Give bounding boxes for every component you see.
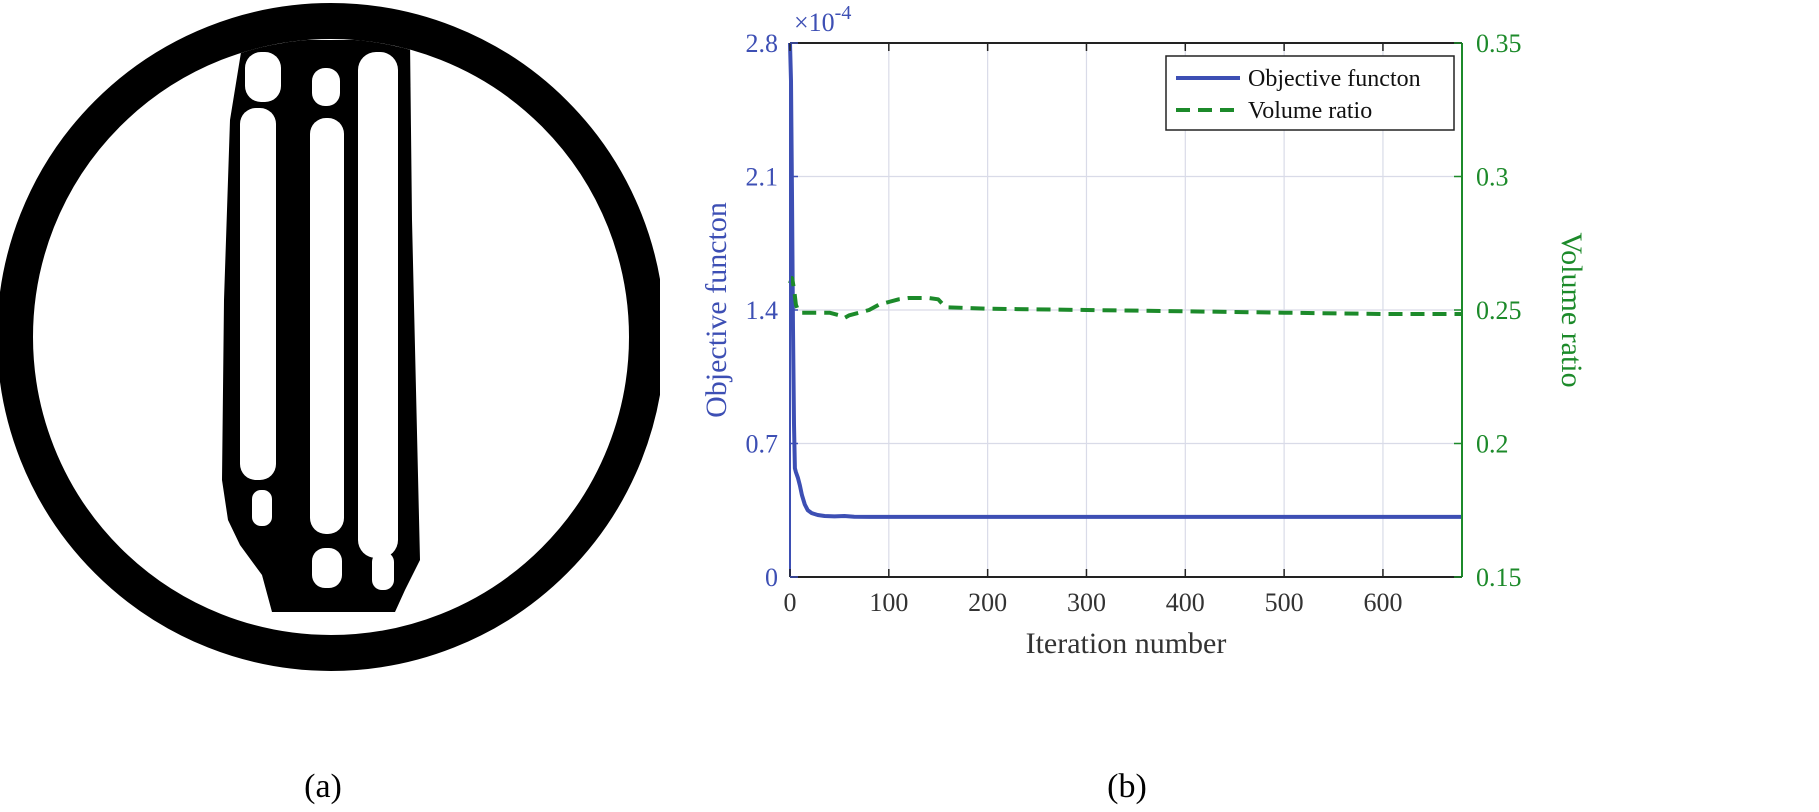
legend-label: Volume ratio [1248,98,1372,124]
hole [312,68,340,106]
x-tick-label: 300 [1067,588,1106,617]
hole [252,490,272,526]
legend: Objective functon Volume ratio [1165,55,1455,131]
hole [312,548,342,588]
axes: 0 100 200 300 400 500 600 0 0.7 1.4 2.1 2.8 0.15 0.2 0… [746,29,1522,617]
y-left-tick-label: 2.8 [746,29,779,58]
topology-figure [0,3,660,671]
x-tick-label: 100 [869,588,908,617]
y-right-tick-label: 0.25 [1476,296,1522,325]
y-left-axis-title: Objective functon [700,202,733,418]
y-left-tick-label: 0.7 [746,430,779,459]
hole [358,52,398,558]
y-left-tick-label: 0 [765,563,778,592]
y-right-tick-label: 0.2 [1476,430,1509,459]
y-right-tick-label: 0.15 [1476,563,1522,592]
x-axis-title: Iteration number [1026,627,1227,660]
y-left-tick-label: 2.1 [746,163,779,192]
x-tick-label: 400 [1166,588,1205,617]
outer-ring [0,3,660,671]
hole [372,552,394,590]
series-line-volume-ratio [788,276,1462,320]
exponent-label: ×10-4 [794,2,851,37]
hole [240,108,276,480]
y-right-tick-label: 0.35 [1476,29,1522,58]
series-line-objective-function [788,42,1462,519]
caption-a: (a) [304,768,342,805]
caption-b: (b) [1107,768,1147,805]
y-right-axis-title: Volume ratio [1555,232,1588,387]
hole [245,52,281,102]
hole [310,118,344,534]
x-tick-label: 200 [968,588,1007,617]
series-layer [788,42,1462,519]
y-left-tick-label: 1.4 [746,296,779,325]
x-tick-label: 0 [784,588,797,617]
legend-label: Objective functon [1248,66,1421,92]
axis-labels: ×10-4 Iteration number Objective functon Vo… [700,2,1588,660]
topology-structure [0,3,660,671]
x-tick-label: 600 [1363,588,1402,617]
x-tick-label: 500 [1265,588,1304,617]
y-right-tick-label: 0.3 [1476,163,1509,192]
legend-box [1165,55,1455,131]
